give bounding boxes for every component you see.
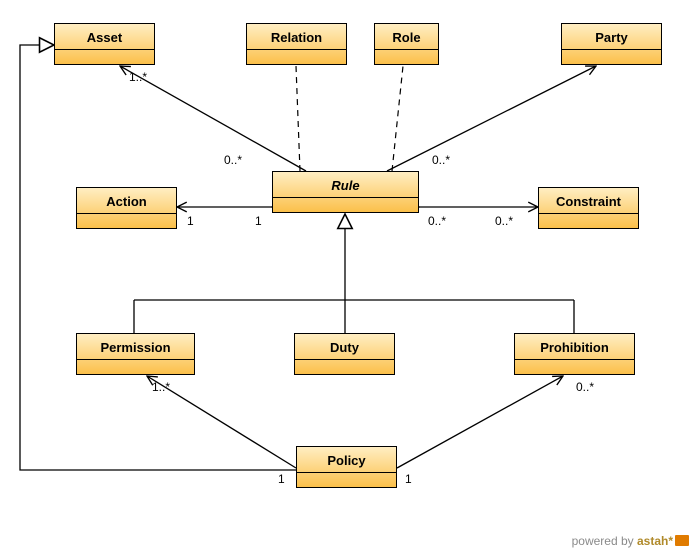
class-relation: Relation xyxy=(246,23,347,65)
class-asset-name: Asset xyxy=(55,24,154,50)
class-duty: Duty xyxy=(294,333,395,375)
class-permission-name: Permission xyxy=(77,334,194,360)
credit-bold: astah* xyxy=(637,534,673,548)
mult-rule-to-constraint: 0..* xyxy=(428,214,446,228)
class-duty-name: Duty xyxy=(295,334,394,360)
class-relation-name: Relation xyxy=(247,24,346,50)
class-party: Party xyxy=(561,23,662,65)
class-party-name: Party xyxy=(562,24,661,50)
mult-asset: 1..* xyxy=(129,70,147,84)
class-rule-name: Rule xyxy=(273,172,418,198)
edge-rule-role xyxy=(392,66,403,171)
mult-policy-to-proh: 1 xyxy=(405,472,412,486)
mult-prohibition: 0..* xyxy=(576,380,594,394)
mult-rule-to-party: 0..* xyxy=(432,153,450,167)
astah-icon xyxy=(675,535,689,546)
edge-rule-asset xyxy=(120,66,306,171)
mult-policy-to-perm: 1 xyxy=(278,472,285,486)
class-role-name: Role xyxy=(375,24,438,50)
edge-gen-tree xyxy=(134,228,574,333)
class-policy: Policy xyxy=(296,446,397,488)
mult-constraint: 0..* xyxy=(495,214,513,228)
class-action-name: Action xyxy=(77,188,176,214)
class-asset: Asset xyxy=(54,23,155,65)
class-permission: Permission xyxy=(76,333,195,375)
edge-rule-relation xyxy=(296,66,300,171)
credit-label: powered by astah* xyxy=(572,534,689,548)
edge-policy-prohibition xyxy=(397,376,563,468)
class-prohibition-name: Prohibition xyxy=(515,334,634,360)
mult-permission: 1..* xyxy=(152,380,170,394)
class-constraint: Constraint xyxy=(538,187,639,229)
credit-text: powered by xyxy=(572,534,637,548)
class-constraint-name: Constraint xyxy=(539,188,638,214)
class-action: Action xyxy=(76,187,177,229)
class-rule: Rule xyxy=(272,171,419,213)
edge-rule-party xyxy=(387,66,596,171)
mult-rule-to-action: 1 xyxy=(255,214,262,228)
edge-policy-asset xyxy=(20,45,296,470)
mult-action: 1 xyxy=(187,214,194,228)
class-prohibition: Prohibition xyxy=(514,333,635,375)
mult-rule-to-asset: 0..* xyxy=(224,153,242,167)
class-policy-name: Policy xyxy=(297,447,396,473)
class-role: Role xyxy=(374,23,439,65)
